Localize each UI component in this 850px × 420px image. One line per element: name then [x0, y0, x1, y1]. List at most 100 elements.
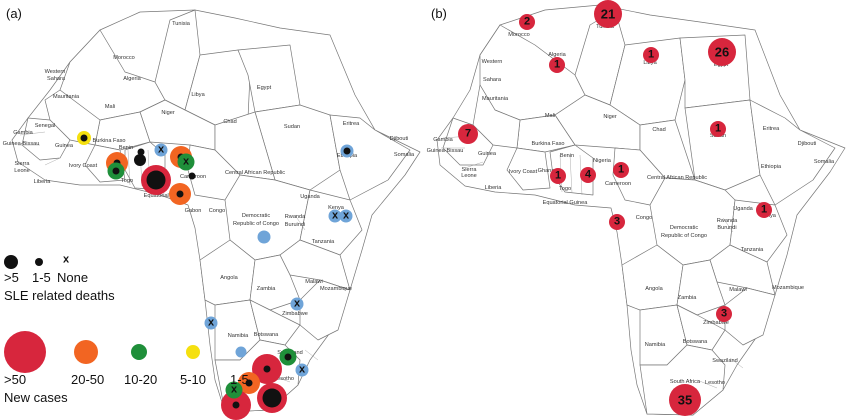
country-label-namibia: Namibia — [227, 333, 249, 340]
count-label-ghana: 1 — [554, 169, 562, 182]
count-marker-libya — [643, 47, 659, 63]
legend-circle-gt50 — [4, 331, 46, 373]
legend-cases-label-1: 20-50 — [71, 372, 105, 387]
country-label-angola: Angola — [645, 286, 663, 293]
country-label-swaziland: Swaziland — [712, 358, 738, 365]
legend-deaths-label-2: None — [57, 270, 89, 285]
count-label-tunisia: 21 — [600, 6, 616, 22]
death-dot-benin — [137, 148, 145, 156]
legend-circle-10-20 — [131, 344, 147, 360]
country-label-djibouti: Djibouti — [389, 136, 409, 143]
death-dot-sa-3 — [262, 388, 282, 408]
country-label-liberia: Liberia — [33, 179, 51, 186]
country-label-togo: Togo — [558, 186, 572, 193]
count-label-egypt: 26 — [714, 44, 730, 60]
country-label-south-africa: South Africa — [669, 379, 701, 386]
count-marker-sudan — [710, 121, 726, 137]
country-label-mauritania: Mauritania — [52, 94, 80, 101]
case-marker-zimbabwe — [290, 297, 304, 311]
country-label-malawi: Malawi — [729, 287, 747, 294]
country-label-algeria: Algeria — [548, 52, 566, 59]
death-dot-ethiopia — [343, 147, 351, 155]
death-dot-ghana-black — [134, 154, 146, 166]
case-marker-togo-blue — [154, 143, 168, 157]
country-label-ivory-coast: Ivory Coast — [68, 163, 98, 170]
count-marker-kenya — [756, 202, 772, 218]
country-label-tanzania: Tanzania — [311, 239, 335, 246]
country-label-morocco: Morocco — [508, 32, 530, 39]
country-label-mali: Mali — [544, 113, 556, 120]
country-label-zambia: Zambia — [677, 295, 697, 302]
country-label-botswana: Botswana — [682, 339, 708, 346]
country-label-kenya: Kenya — [328, 205, 344, 212]
count-label-south-africa: 35 — [677, 392, 693, 408]
case-marker-sa-5 — [225, 381, 243, 399]
count-marker-gabon — [609, 214, 625, 230]
country-label-sudan: Sudan — [283, 124, 301, 131]
count-label-algeria: 1 — [553, 58, 561, 71]
country-label-burundi: Buruindi — [284, 222, 306, 229]
africa-map-a — [11, 9, 421, 413]
country-label-sierra-leone-2: Leone — [14, 168, 30, 175]
count-label-nigeria: 4 — [584, 168, 592, 181]
country-label-namibia: Namibia — [644, 342, 666, 349]
legend-x-icon: x — [62, 253, 70, 266]
panel-b-label: (b) — [431, 6, 447, 21]
count-marker-ghana — [550, 168, 566, 184]
country-label-guinea: Guinea — [54, 143, 74, 150]
death-dot-cameroon-2 — [188, 172, 196, 180]
count-label-zimbabwe: 3 — [720, 307, 728, 320]
case-marker-kenya-2 — [339, 209, 353, 223]
panel-a-label: (a) — [6, 6, 22, 21]
count-label-cameroon: 1 — [617, 163, 625, 176]
panel-a: (a) Morocco Tunisia Algeria Libya Egypt Weste… — [0, 0, 425, 420]
country-label-uganda: Uganda — [733, 206, 753, 213]
country-label-western-sahara: Western — [481, 59, 503, 66]
count-marker-egypt — [708, 38, 736, 66]
count-label-gambia: 7 — [464, 127, 472, 140]
country-label-drc-2: Republic of Congo — [232, 221, 280, 228]
country-label-sahara: Sahara — [46, 76, 66, 83]
country-label-sierra-leone: Sierra — [14, 161, 30, 168]
country-label-drc: Democratic — [669, 225, 699, 232]
count-marker-zimbabwe — [716, 306, 732, 322]
country-label-somalia: Somalia — [393, 152, 415, 159]
country-label-car: Central African Republic — [646, 175, 708, 182]
legend-circle-20-50 — [74, 340, 98, 364]
country-label-gambia: Gambia — [13, 130, 33, 137]
death-dot-sa-4 — [232, 401, 240, 409]
death-dot-nigeria — [146, 170, 166, 190]
case-marker-kenya — [328, 209, 342, 223]
count-marker-algeria — [549, 57, 565, 73]
country-label-equatorial-guinea: Equatorial Guinea — [542, 200, 588, 207]
country-label-zimbabwe: Zimbabwe — [282, 311, 308, 318]
country-label-chad: Chad — [223, 119, 237, 126]
country-label-burkina-faso: Burkina Faso — [92, 138, 126, 145]
death-dot-swaziland — [284, 353, 292, 361]
country-label-equatorial-guinea: Equatorial Guinea — [143, 193, 189, 200]
africa-map-b — [436, 4, 846, 416]
country-label-botswana: Botswana — [253, 332, 279, 339]
country-label-sierra-leone: Sierra — [461, 167, 477, 174]
country-label-eritrea: Eritrea — [762, 126, 780, 133]
country-label-burundi: Burundi — [717, 225, 737, 232]
country-label-congo: Congo — [635, 215, 653, 222]
country-label-lesotho: Lesotho — [274, 376, 294, 383]
no-death-x-icon-kenya: x — [331, 209, 339, 222]
case-marker-namibia — [204, 316, 218, 330]
count-marker-south-africa — [669, 384, 701, 416]
country-label-somalia: Somalia — [813, 159, 835, 166]
no-death-x-icon-sa-5: x — [230, 383, 238, 396]
case-marker-cameroon-green — [177, 153, 195, 171]
country-label-gabon: Gabon — [184, 208, 202, 215]
legend-deaths-caption: SLE related deaths — [4, 288, 115, 303]
country-label-angola: Angola — [220, 275, 238, 282]
count-label-libya: 1 — [647, 48, 655, 61]
country-label-burkina-faso: Burkina Faso — [531, 141, 565, 148]
country-label-rwanda: Rwanda — [284, 214, 306, 221]
legend-dot-large — [4, 255, 18, 269]
death-dot-sa-2 — [245, 379, 253, 387]
legend-cases-caption: New cases — [4, 390, 68, 405]
country-label-gambia: Gambia — [433, 137, 453, 144]
count-label-gabon: 3 — [613, 215, 621, 228]
